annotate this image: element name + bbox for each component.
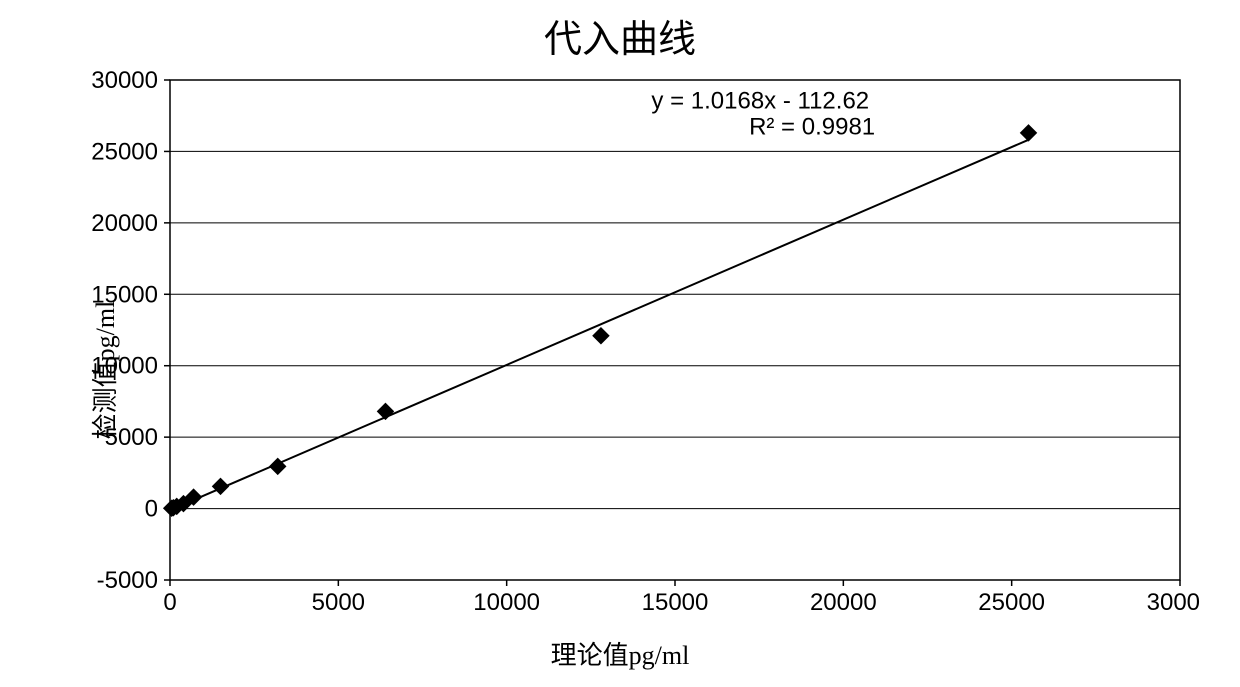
equation-label: y = 1.0168x - 112.62: [651, 88, 869, 115]
y-tick-label: -5000: [97, 567, 158, 594]
r2-label: R² = 0.9981: [749, 113, 875, 140]
chart-svg: -500005000100001500020000250003000005000…: [40, 70, 1200, 630]
x-tick-label: 10000: [473, 589, 540, 616]
x-tick-label: 30000: [1147, 589, 1200, 616]
x-tick-label: 15000: [642, 589, 709, 616]
chart-container: 检测值pg/ml -500005000100001500020000250003…: [40, 70, 1200, 670]
x-tick-label: 20000: [810, 589, 877, 616]
y-tick-label: 20000: [91, 210, 158, 237]
y-axis-label: 检测值pg/ml: [85, 301, 122, 440]
y-tick-label: 0: [145, 496, 158, 523]
x-tick-label: 5000: [312, 589, 365, 616]
chart-title: 代入曲线: [0, 8, 1240, 63]
y-tick-label: 25000: [91, 138, 158, 165]
x-tick-label: 25000: [978, 589, 1045, 616]
x-axis-label: 理论值pg/ml: [40, 635, 1200, 672]
y-tick-label: 30000: [91, 70, 158, 94]
x-tick-label: 0: [163, 589, 176, 616]
